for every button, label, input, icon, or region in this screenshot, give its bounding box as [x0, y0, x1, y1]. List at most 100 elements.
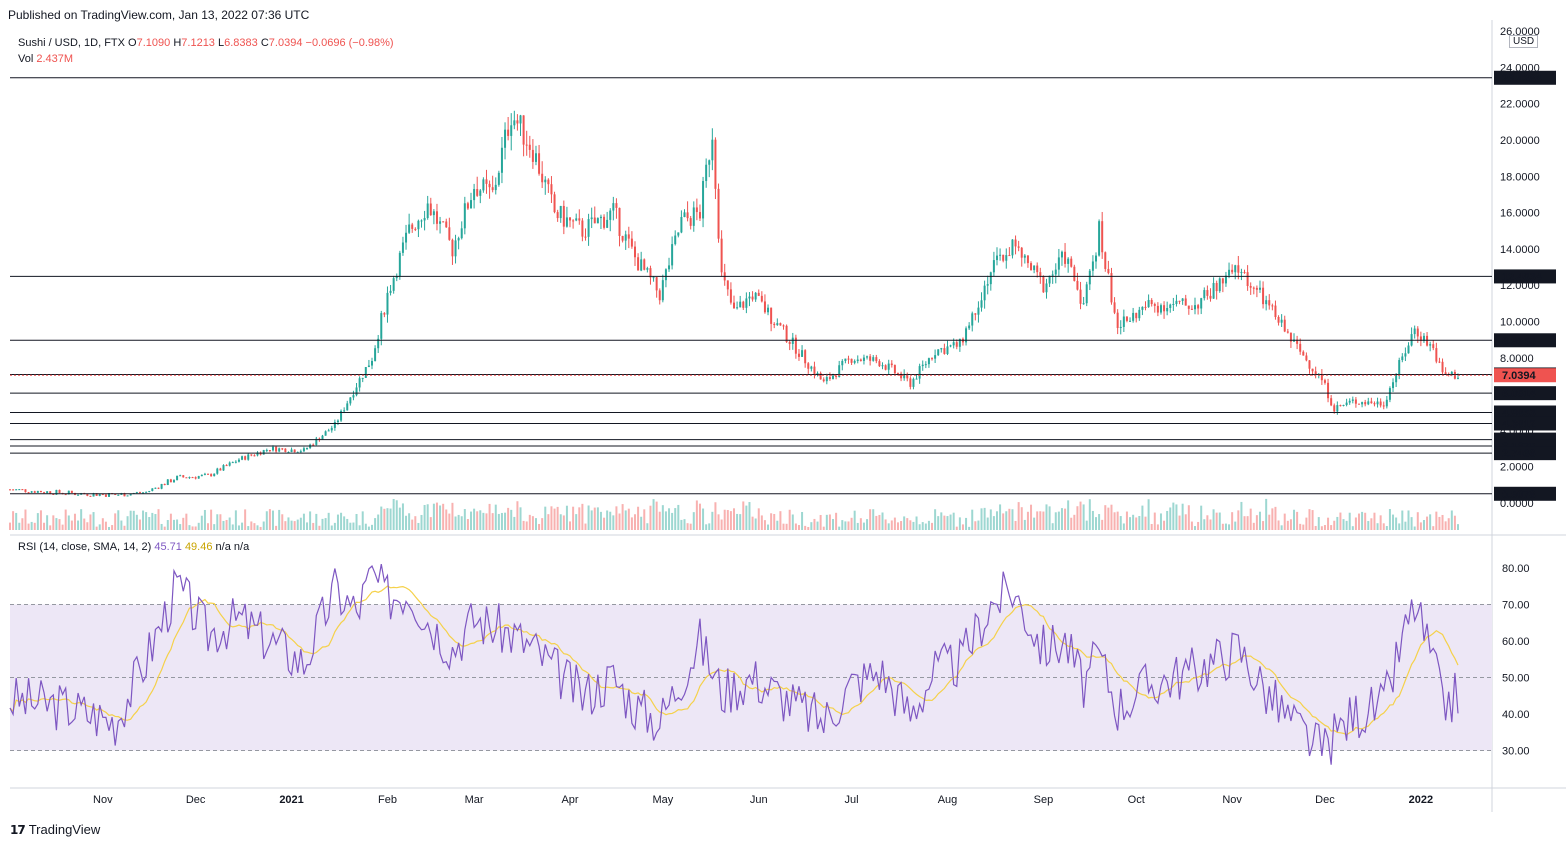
volume-bar — [624, 510, 627, 530]
candle-body — [1045, 283, 1048, 293]
volume-bar — [1017, 502, 1020, 530]
candle-body — [210, 474, 213, 477]
volume-bar — [429, 517, 432, 530]
volume-bar — [1413, 526, 1416, 530]
candle-body — [1376, 401, 1379, 405]
volume-bar — [321, 518, 324, 530]
candle-body — [828, 377, 831, 379]
volume-bar — [494, 504, 497, 530]
candle-body — [658, 290, 661, 301]
volume-bar — [544, 506, 547, 530]
candle-body — [807, 363, 810, 369]
volume-bar — [652, 499, 655, 530]
volume-bar — [470, 511, 473, 530]
price-tick-label: 10.0000 — [1500, 317, 1540, 329]
volume-bar — [1395, 517, 1398, 530]
candle-body — [1367, 401, 1370, 405]
candle-body — [1150, 299, 1153, 305]
candle-body — [633, 246, 636, 258]
volume-bar — [1138, 515, 1141, 530]
open-key: O — [128, 37, 137, 49]
volume-bar — [615, 506, 618, 530]
volume-bar — [856, 522, 859, 530]
candle-body — [24, 489, 27, 493]
time-axis-label: Nov — [1222, 794, 1242, 806]
symbol-label[interactable]: Sushi / USD, 1D, FTX — [18, 37, 125, 49]
volume-bar — [1435, 511, 1438, 530]
candle-body — [1135, 312, 1138, 319]
candle-body — [46, 491, 49, 494]
candle-body — [1305, 355, 1308, 361]
time-axis-label: Jun — [750, 794, 768, 806]
volume-bar — [507, 507, 510, 530]
volume-bar — [909, 520, 912, 530]
volume-bar — [1280, 525, 1283, 530]
published-note: Published on TradingView.com, Jan 13, 20… — [8, 8, 310, 22]
volume-bar — [1277, 520, 1280, 530]
volume-bar — [1079, 501, 1082, 530]
candle-body — [1116, 312, 1119, 329]
volume-bar — [714, 502, 717, 530]
time-axis-label: Jul — [845, 794, 859, 806]
candle-body — [1438, 361, 1441, 363]
candle-body — [485, 179, 488, 184]
candle-body — [451, 239, 454, 257]
volume-bar — [767, 524, 770, 530]
volume-bar — [538, 523, 541, 530]
volume-bar — [108, 526, 111, 530]
candle-body — [234, 461, 237, 463]
volume-bar — [832, 519, 835, 530]
volume-bar — [111, 525, 114, 530]
candle-body — [1330, 398, 1333, 406]
candle-body — [893, 365, 896, 374]
volume-bar — [940, 512, 943, 530]
candle-body — [1194, 305, 1197, 310]
candle-body — [797, 353, 800, 357]
candle-body — [454, 240, 457, 257]
candle-body — [528, 144, 531, 150]
candle-body — [336, 420, 339, 423]
volume-bar — [581, 503, 584, 530]
volume-bar — [565, 505, 568, 530]
volume-bar — [473, 508, 476, 530]
candle-body — [1370, 401, 1373, 404]
rsi-tick-label: 80.00 — [1502, 563, 1530, 575]
volume-bar — [698, 503, 701, 530]
volume-bar — [188, 525, 191, 530]
candle-body — [794, 337, 797, 354]
volume-bar — [927, 520, 930, 530]
volume-bar — [1447, 518, 1450, 530]
volume-bar — [841, 520, 844, 530]
volume-bar — [1073, 514, 1076, 530]
candle-body — [101, 494, 104, 496]
candle-body — [881, 365, 884, 367]
volume-bar — [123, 525, 126, 530]
candle-body — [1432, 344, 1435, 349]
volume-bar — [801, 511, 804, 530]
volume-bar — [1265, 498, 1268, 530]
volume-bar — [179, 524, 182, 530]
volume-bar — [197, 522, 200, 530]
candle-body — [123, 493, 126, 497]
candle-body — [429, 203, 432, 216]
rsi-label[interactable]: RSI (14, close, SMA, 14, 2) — [18, 541, 152, 553]
volume-bar — [148, 517, 151, 530]
candle-body — [411, 224, 414, 229]
candle-body — [302, 448, 305, 452]
volume-bar — [1262, 521, 1265, 530]
candle-body — [640, 259, 643, 271]
volume-bar — [1098, 514, 1101, 530]
volume-bar — [1379, 515, 1382, 530]
candle-body — [1308, 360, 1311, 369]
price-tick-label: 14.0000 — [1500, 244, 1540, 256]
candle-body — [801, 350, 804, 357]
candle-body — [275, 446, 278, 452]
currency-badge[interactable]: USD — [1509, 35, 1539, 48]
candle-body — [949, 345, 952, 347]
volume-bar — [1336, 516, 1339, 530]
volume-bar — [1382, 523, 1385, 530]
volume-bar — [534, 518, 537, 530]
tradingview-logo-icon: 17 — [10, 822, 26, 837]
candle-body — [1036, 265, 1039, 273]
